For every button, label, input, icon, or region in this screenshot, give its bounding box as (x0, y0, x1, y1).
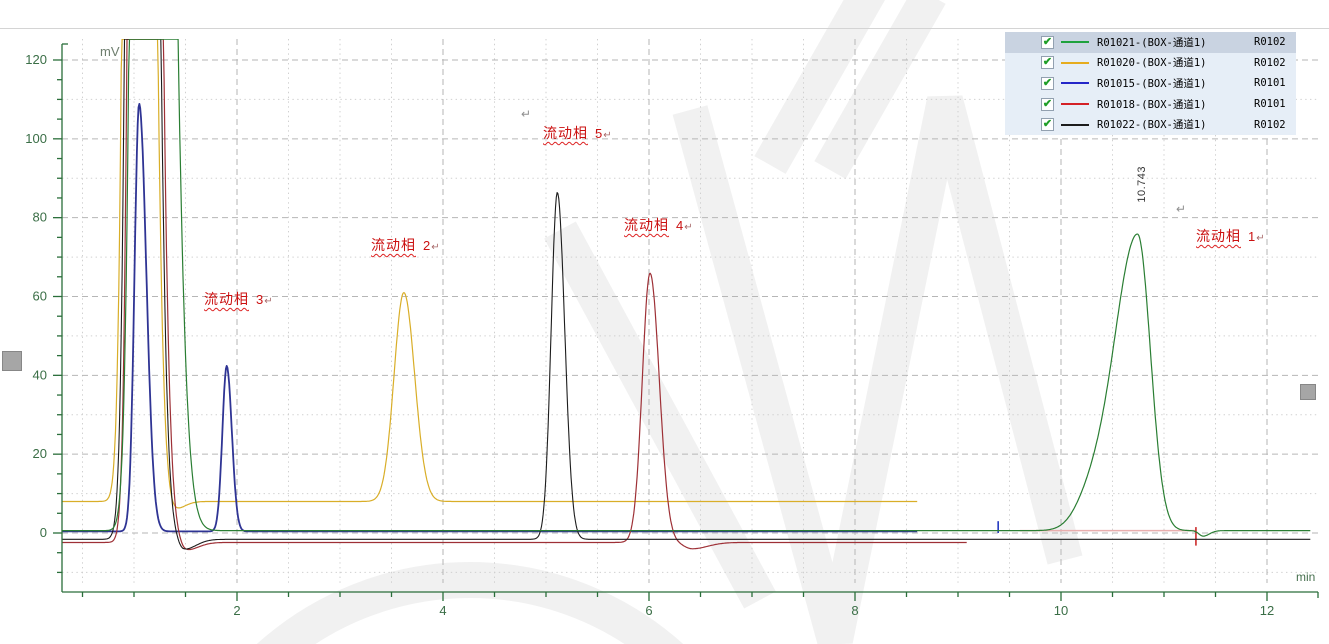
trace-R01020-(BOX-通道1) (62, 39, 918, 509)
legend-trace-id: R0102 (1254, 56, 1286, 69)
y-axis-unit-label: mV (100, 44, 120, 59)
legend-panel: ✔ R01021-(BOX-通道1) R0102 ✔ R01020-(BOX-通… (1005, 32, 1296, 135)
x-tick-label: 10 (1054, 603, 1068, 618)
checkbox[interactable]: ✔ (1041, 97, 1054, 111)
legend-trace-id: R0101 (1254, 77, 1286, 90)
legend-trace-id: R0102 (1254, 118, 1286, 131)
paragraph-return-icon: ↵ (521, 107, 532, 121)
right-splitter-handle[interactable] (1300, 384, 1316, 400)
paragraph-return-icon: ↵ (1176, 202, 1187, 216)
top-divider (0, 28, 1329, 29)
x-tick-label: 4 (439, 603, 446, 618)
checkmark-icon: ✔ (1042, 56, 1053, 69)
trace-R01015-(BOX-通道1) (62, 103, 918, 533)
mobile-phase-annotation: 流动相 1↵ (1196, 228, 1266, 244)
checkmark-icon: ✔ (1042, 97, 1053, 110)
x-axis-unit-label: min (1296, 570, 1315, 584)
legend-trace-name: R01018-(BOX-通道1) (1097, 98, 1207, 111)
checkmark-icon: ✔ (1042, 76, 1053, 89)
legend-trace-id: R0102 (1254, 36, 1286, 49)
legend-trace-name: R01020-(BOX-通道1) (1097, 57, 1207, 70)
legend-trace-name: R01015-(BOX-通道1) (1097, 77, 1207, 90)
legend-row[interactable]: ✔ R01022-(BOX-通道1) R0102 (1005, 114, 1296, 135)
legend-row[interactable]: ✔ R01021-(BOX-通道1) R0102 (1005, 32, 1296, 53)
mobile-phase-annotation: 流动相 3↵ (204, 291, 274, 307)
legend-row[interactable]: ✔ R01018-(BOX-通道1) R0101 (1005, 94, 1296, 115)
mobile-phase-annotation: 流动相 5↵ (543, 125, 613, 141)
trace-R01018-(BOX-通道1) (62, 39, 967, 551)
x-tick-label: 2 (233, 603, 240, 618)
legend-row[interactable]: ✔ R01015-(BOX-通道1) R0101 (1005, 73, 1296, 94)
legend-row[interactable]: ✔ R01020-(BOX-通道1) R0102 (1005, 53, 1296, 74)
checkbox[interactable]: ✔ (1041, 35, 1054, 49)
checkbox[interactable]: ✔ (1041, 76, 1054, 90)
checkmark-icon: ✔ (1042, 35, 1053, 48)
y-tick-label: 80 (33, 210, 47, 225)
checkmark-icon: ✔ (1042, 118, 1053, 131)
mobile-phase-annotation: 流动相 2↵ (371, 237, 441, 253)
legend-line-sample-icon (1061, 103, 1089, 106)
checkbox[interactable]: ✔ (1041, 118, 1054, 132)
trace-R01022-(BOX-通道1) (62, 39, 1311, 550)
legend-trace-name: R01021-(BOX-通道1) (1097, 36, 1207, 49)
y-tick-label: 20 (33, 446, 47, 461)
legend-trace-id: R0101 (1254, 98, 1286, 111)
x-tick-label: 8 (851, 603, 858, 618)
x-tick-label: 6 (645, 603, 652, 618)
y-tick-label: 120 (25, 52, 47, 67)
trace-R01021-(BOX-通道1) (62, 39, 1311, 537)
left-splitter-handle[interactable] (2, 351, 22, 371)
legend-trace-name: R01022-(BOX-通道1) (1097, 119, 1207, 132)
legend-line-sample-icon (1061, 61, 1089, 64)
x-tick-label: 12 (1260, 603, 1274, 618)
mobile-phase-annotation: 流动相 4↵ (624, 217, 694, 233)
y-tick-label: 100 (25, 131, 47, 146)
checkbox[interactable]: ✔ (1041, 56, 1054, 70)
legend-line-sample-icon (1061, 123, 1089, 126)
y-tick-label: 60 (33, 288, 47, 303)
legend-line-sample-icon (1061, 82, 1089, 85)
retention-time-label: 10.743 (1136, 166, 1148, 203)
y-tick-label: 40 (33, 367, 47, 382)
legend-line-sample-icon (1061, 41, 1089, 44)
y-tick-label: 0 (40, 525, 47, 540)
